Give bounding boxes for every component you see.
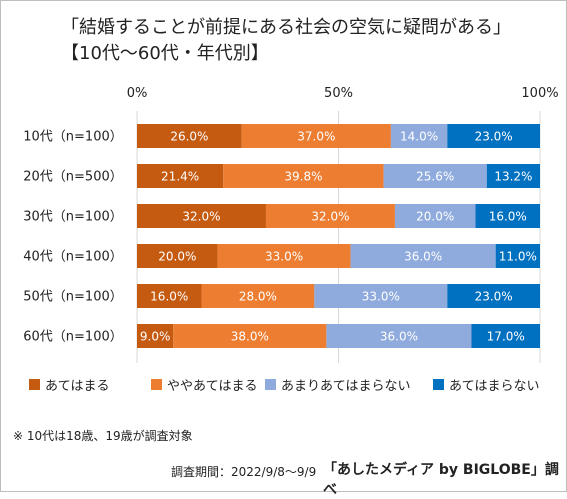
bar-segment (475, 204, 540, 228)
survey-period: 調査期間：2022/9/8～9/9 (171, 465, 317, 479)
chart-subtitle: 【10代～60代・年代別】 (61, 43, 269, 64)
category-label: 30代（n=100） (23, 210, 123, 225)
data-label: 16.0% (150, 290, 188, 304)
bar-segment (326, 324, 472, 348)
data-label: 9.0% (140, 330, 171, 344)
bar-segment (394, 204, 476, 228)
data-label: 26.0% (170, 130, 208, 144)
legend-item: あてはまらない (433, 374, 539, 394)
data-label: 17.0% (487, 330, 525, 344)
x-tick-label: 100% (521, 86, 558, 101)
bar-segment (137, 204, 266, 228)
chart-title: 「結婚することが前提にある社会の空気に疑問がある」 (61, 17, 511, 38)
bar-segment (447, 124, 540, 148)
data-label: 20.0% (416, 210, 454, 224)
data-label: 11.0% (499, 250, 537, 264)
x-tick-label: 50% (324, 86, 353, 101)
data-label: 36.0% (404, 250, 442, 264)
bar-segment (137, 164, 224, 188)
legend-item: あてはまる (29, 374, 109, 394)
legend-label: あてはまる (45, 378, 110, 394)
data-label: 20.0% (158, 250, 196, 264)
bar-segment (217, 244, 351, 268)
data-label: 14.0% (400, 130, 438, 144)
bar-segment (350, 244, 496, 268)
data-label: 16.0% (489, 210, 527, 224)
data-label: 32.0% (182, 210, 220, 224)
legend-item: ややあてはまる (151, 374, 257, 394)
footnote: ※ 10代は18歳、19歳が調査対象 (13, 429, 193, 443)
bar-segment (314, 284, 448, 308)
data-label: 23.0% (475, 290, 513, 304)
bar-segment (137, 124, 242, 148)
legend-label: あてはまらない (449, 378, 540, 394)
legend-label: あまりあてはまらない (281, 378, 411, 394)
bar-segment (137, 284, 202, 308)
bar-segment (137, 324, 174, 348)
legend-item: あまりあてはまらない (265, 374, 410, 394)
data-label: 33.0% (265, 250, 303, 264)
bar-segment (201, 284, 315, 308)
bar-segment (383, 164, 487, 188)
data-label: 13.2% (494, 170, 532, 184)
legend-swatch (433, 378, 444, 390)
data-label: 36.0% (380, 330, 418, 344)
data-label: 39.8% (284, 170, 322, 184)
x-tick-label: 0% (127, 86, 148, 101)
bar-segment (241, 124, 391, 148)
data-label: 28.0% (239, 290, 277, 304)
bar-segment (471, 324, 540, 348)
data-label: 23.0% (475, 130, 513, 144)
data-label: 38.0% (231, 330, 269, 344)
data-label: 32.0% (311, 210, 349, 224)
bar-segment (137, 244, 218, 268)
data-label: 33.0% (362, 290, 400, 304)
data-label: 21.4% (161, 170, 199, 184)
bar-segment (223, 164, 384, 188)
category-label: 50代（n=100） (23, 290, 123, 305)
category-label: 60代（n=100） (23, 330, 123, 345)
legend: あてはまる ややあてはまる あまりあてはまらない あてはまらない (29, 374, 559, 394)
bar-segment (173, 324, 327, 348)
category-label: 40代（n=100） (23, 250, 123, 265)
data-label: 37.0% (297, 130, 335, 144)
bar-segment (265, 204, 395, 228)
bar-segment (495, 244, 540, 268)
bar-segment (447, 284, 540, 308)
bar-segment (390, 124, 448, 148)
category-label: 10代（n=100） (23, 130, 123, 145)
stacked-bar-chart: 0% 50% 100% 10代（n=100） 26.0% 37.0% 14.0% 23.0% 2… (23, 86, 559, 363)
data-label: 25.6% (416, 170, 454, 184)
legend-swatch (265, 378, 276, 390)
legend-label: ややあてはまる (167, 378, 258, 394)
category-label: 20代（n=500） (23, 170, 123, 185)
bar-segment (486, 164, 540, 188)
source-credit: 「あしたメディア by BIGLOBE」調べ (323, 462, 559, 498)
legend-swatch (29, 378, 40, 390)
legend-swatch (151, 378, 162, 390)
